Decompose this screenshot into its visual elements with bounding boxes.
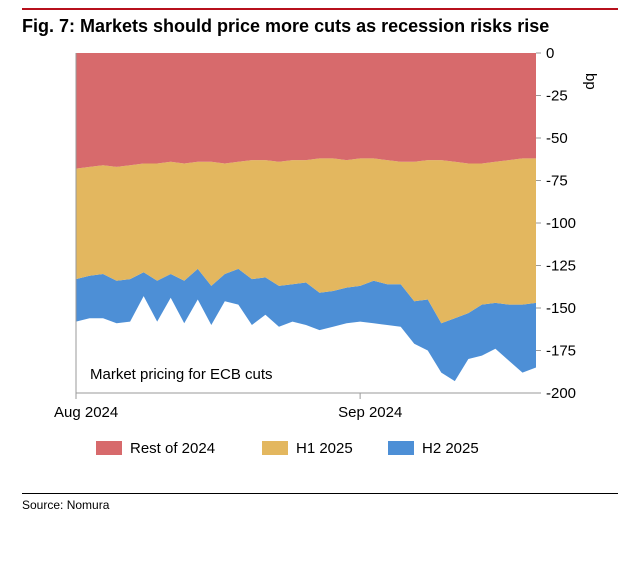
legend-label: H1 2025	[296, 440, 353, 457]
legend-swatch	[388, 441, 414, 455]
bottom-rule	[22, 493, 618, 494]
chart: 0 -25 -50 -75 -100 -125 -150 -175 -200 bp Aug 2024…	[22, 45, 618, 475]
top-rule	[22, 8, 618, 10]
y-tick-label: -50	[546, 130, 568, 147]
legend-swatch	[262, 441, 288, 455]
source-label: Source: Nomura	[22, 498, 618, 512]
y-tick-label: -175	[546, 343, 576, 360]
y-unit-label: bp	[582, 73, 599, 90]
y-tick-label: -100	[546, 215, 576, 232]
legend-label: H2 2025	[422, 440, 479, 457]
figure-container: Fig. 7: Markets should price more cuts a…	[0, 0, 640, 578]
area-chart-svg: 0 -25 -50 -75 -100 -125 -150 -175 -200 bp Aug 2024…	[22, 45, 618, 475]
figure-title: Fig. 7: Markets should price more cuts a…	[22, 16, 618, 37]
x-tick-label: Aug 2024	[54, 404, 118, 421]
y-tick-label: -200	[546, 385, 576, 402]
chart-annotation: Market pricing for ECB cuts	[90, 366, 273, 383]
area-rest_2024	[76, 53, 536, 169]
y-tick-label: -125	[546, 258, 576, 275]
y-tick-label: 0	[546, 45, 554, 62]
y-tick-label: -75	[546, 173, 568, 190]
y-tick-label: -150	[546, 300, 576, 317]
x-tick-label: Sep 2024	[338, 404, 402, 421]
y-tick-label: -25	[546, 88, 568, 105]
legend-swatch	[96, 441, 122, 455]
legend-label: Rest of 2024	[130, 440, 215, 457]
